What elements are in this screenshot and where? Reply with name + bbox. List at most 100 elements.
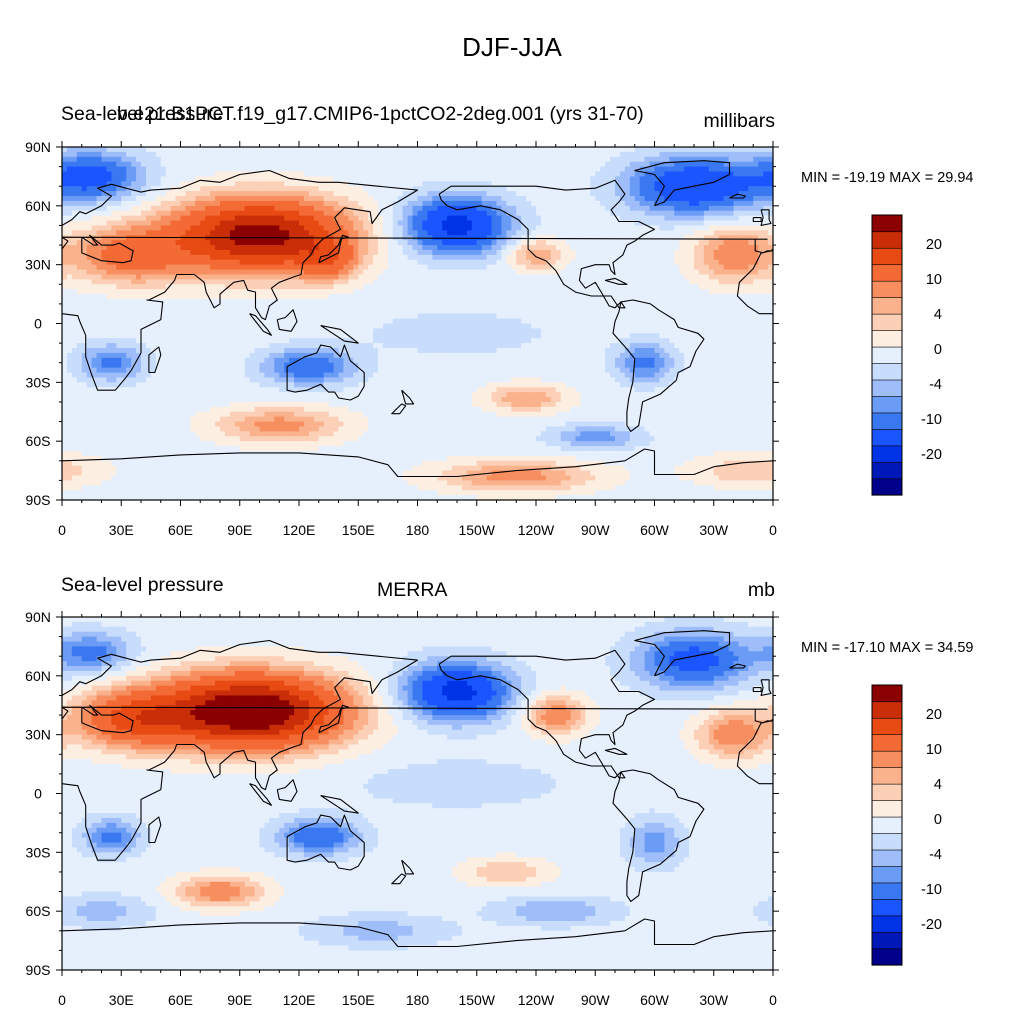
- colorbar-box: [871, 478, 903, 496]
- colorbar-label: -10: [921, 412, 942, 428]
- colorbar-box: [871, 445, 903, 463]
- colorbar-label: 20: [926, 707, 942, 723]
- main-title: DJF-JJA: [0, 32, 1024, 63]
- lat-tick-label: 60N: [25, 668, 51, 684]
- colorbar-box: [871, 750, 903, 768]
- colorbar-box: [871, 915, 903, 933]
- lon-tick-label: 0: [58, 522, 66, 538]
- lon-tick-label: 30W: [699, 992, 729, 1008]
- colorbar-label: -20: [921, 917, 942, 933]
- panel1-minmax: MIN = -19.19 MAX = 29.94: [801, 170, 973, 186]
- lat-tick-label: 90N: [25, 609, 51, 625]
- lon-tick-label: 30W: [699, 522, 729, 538]
- lon-tick-label: 150W: [458, 992, 495, 1008]
- lon-tick-label: 90E: [227, 522, 252, 538]
- lon-tick-label: 30E: [109, 522, 134, 538]
- colorbar-label: 4: [934, 777, 942, 793]
- lon-tick-label: 90W: [581, 992, 611, 1008]
- colorbar-2: 20 10 4 0 -4 -10 -20: [871, 684, 942, 966]
- panel2-minmax: MIN = -17.10 MAX = 34.59: [801, 640, 973, 656]
- lon-tick-label: 150W: [458, 522, 495, 538]
- lat-tick-label: 0: [34, 316, 42, 332]
- coastlines-2: [62, 630, 773, 948]
- lat-tick-label: 90S: [26, 492, 51, 508]
- panel1-left-title: Sea-level pressure: [61, 103, 224, 126]
- colorbar-label: -4: [929, 377, 942, 393]
- lon-tick-label: 0: [769, 522, 777, 538]
- lon-tick-label: 60W: [640, 992, 670, 1008]
- lat-tick-label: 60S: [26, 433, 51, 449]
- colorbar-box: [871, 461, 903, 480]
- colorbar-label: 10: [926, 272, 942, 288]
- colorbar-box: [871, 231, 903, 249]
- colorbar-box: [871, 865, 903, 884]
- lon-tick-label: 60E: [168, 522, 193, 538]
- colorbar-box: [871, 717, 903, 736]
- lat-tick-label: 90S: [26, 962, 51, 978]
- colorbar-box: [871, 799, 903, 818]
- colorbar-box: [871, 395, 903, 414]
- colorbar-box: [871, 882, 903, 900]
- panel1-center-title: b.e21.B1PCT.f19_g17.CMIP6-1pctCO2-2deg.0…: [117, 103, 644, 126]
- slp-field-1: [62, 147, 773, 500]
- lon-tick-label: 0: [58, 992, 66, 1008]
- lon-tick-label: 180: [406, 992, 430, 1008]
- colorbar-box: [871, 412, 903, 430]
- colorbar-box: [871, 362, 903, 381]
- panel1-right-title: millibars: [703, 110, 775, 133]
- colorbar-box: [871, 329, 903, 348]
- lat-tick-label: 60N: [25, 198, 51, 214]
- colorbar-box: [871, 832, 903, 851]
- colorbar-box: [871, 297, 903, 315]
- lon-tick-label: 60W: [640, 522, 670, 538]
- lon-tick-label: 150E: [342, 992, 375, 1008]
- colorbar-box: [871, 783, 903, 801]
- colorbar-box: [871, 313, 903, 331]
- colorbar-label: 10: [926, 742, 942, 758]
- colorbar-box: [871, 280, 903, 298]
- lon-tick-label: 180: [406, 522, 430, 538]
- colorbar-1: 20 10 4 0 -4 -10 -20: [871, 214, 942, 496]
- lon-tick-label: 90E: [227, 992, 252, 1008]
- colorbar-label: 0: [934, 342, 942, 358]
- colorbar-box: [871, 346, 903, 364]
- colorbar-label: -10: [921, 882, 942, 898]
- colorbar-box: [871, 428, 903, 447]
- colorbar-box: [871, 379, 903, 397]
- colorbar-box: [871, 898, 903, 917]
- lat-tick-label: 30S: [26, 374, 51, 390]
- lat-tick-label: 0: [34, 786, 42, 802]
- colorbar-box: [871, 734, 903, 752]
- colorbar-box: [871, 214, 903, 233]
- colorbar-box: [871, 684, 903, 703]
- colorbar-box: [871, 931, 903, 950]
- panel2-center-title: MERRA: [377, 579, 447, 602]
- colorbar-box: [871, 767, 903, 785]
- lat-tick-label: 90N: [25, 139, 51, 155]
- lon-tick-label: 0: [769, 992, 777, 1008]
- colorbar-label: 4: [934, 307, 942, 323]
- lon-tick-label: 30E: [109, 992, 134, 1008]
- lat-tick-label: 30N: [25, 257, 51, 273]
- colorbar-box: [871, 264, 903, 282]
- colorbar-label: 20: [926, 237, 942, 253]
- lon-tick-label: 120E: [283, 992, 316, 1008]
- map-panel-2: 0 30E 60E 90E 120E 150E 180 150W 120W 90W 60W 30W 09…: [25, 609, 779, 1008]
- slp-field-2: [62, 617, 773, 970]
- map-panel-1: 0 30E 60E 90E 120E 150E 180 150W 120W 90W 60W 30W 09…: [25, 139, 779, 538]
- lon-tick-label: 120W: [518, 992, 555, 1008]
- lat-tick-label: 30N: [25, 727, 51, 743]
- colorbar-box: [871, 816, 903, 834]
- colorbar-box: [871, 849, 903, 867]
- colorbar-label: -4: [929, 847, 942, 863]
- lat-tick-label: 30S: [26, 844, 51, 860]
- lon-tick-label: 90W: [581, 522, 611, 538]
- lon-tick-label: 150E: [342, 522, 375, 538]
- panel2-right-title: mb: [748, 579, 775, 602]
- lat-tick-label: 60S: [26, 903, 51, 919]
- lon-tick-label: 60E: [168, 992, 193, 1008]
- coastlines-1: [62, 160, 773, 478]
- colorbar-box: [871, 948, 903, 966]
- colorbar-label: -20: [921, 447, 942, 463]
